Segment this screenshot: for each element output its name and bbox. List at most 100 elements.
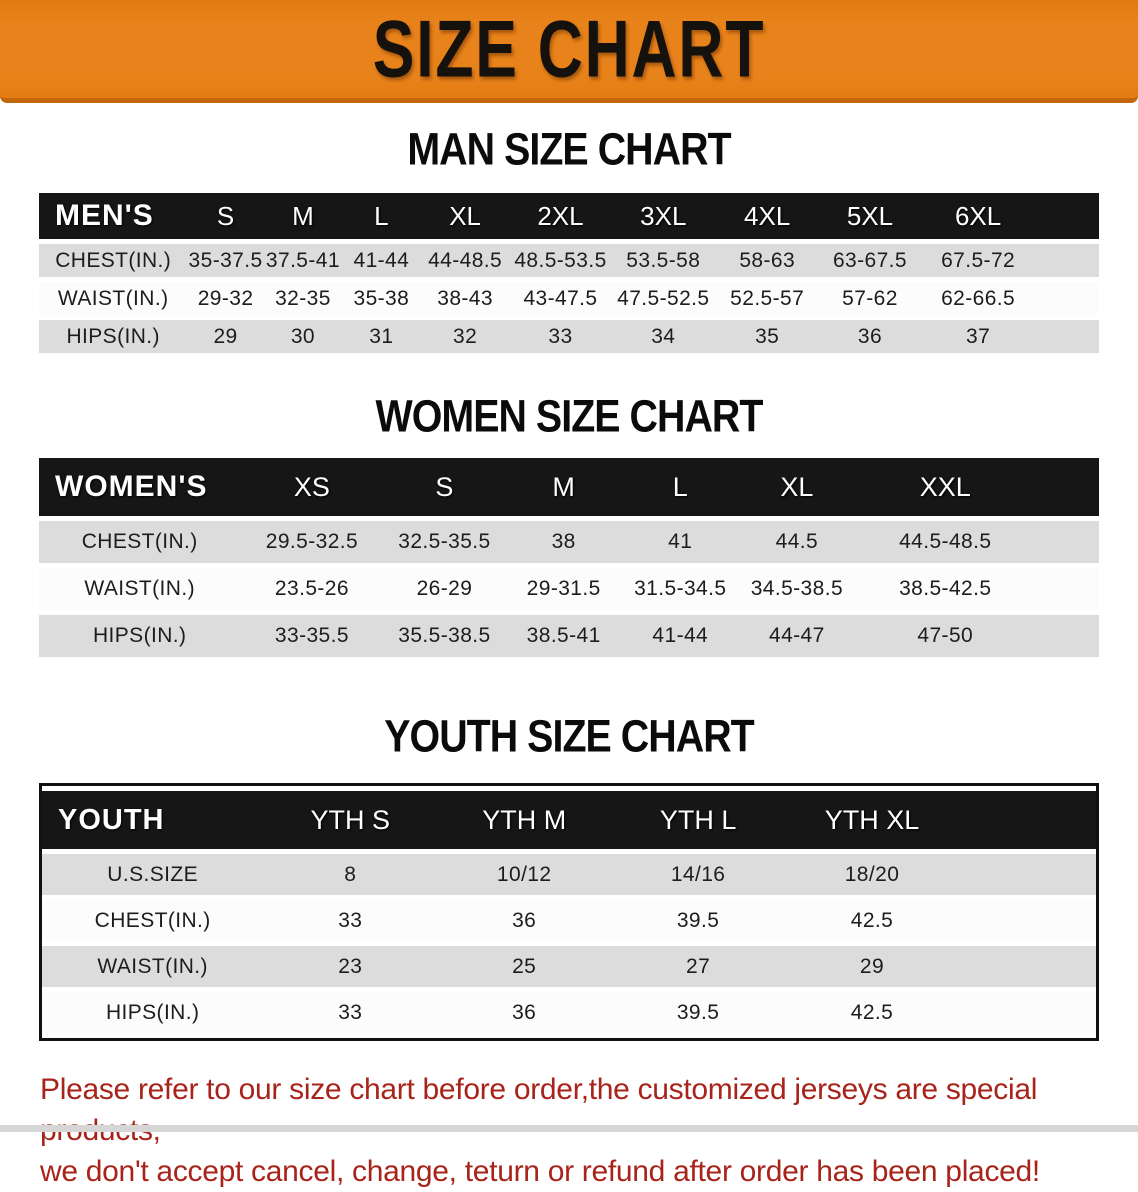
measurement-value-cell: [958, 992, 1096, 1033]
measurement-value-cell: 18/20: [785, 854, 959, 895]
measurement-value-cell: [958, 946, 1096, 987]
size-header-cell: XS: [240, 458, 384, 516]
table-row: CHEST(IN.) 29.5-32.5 32.5-35.5 38 41 44.5 44.5…: [39, 521, 1099, 563]
measurement-value-cell: 35.5-38.5: [383, 615, 506, 657]
measurement-value-cell: 47-50: [855, 615, 1036, 657]
table-row: WAIST(IN.) 29-32 32-35 35-38 38-43 43-47.5 47.…: [39, 282, 1099, 315]
table-row: CHEST(IN.) 35-37.5 37.5-41 41-44 44-48.5 48.5…: [39, 244, 1099, 277]
measurement-value-cell: 35-37.5: [187, 244, 264, 277]
measurement-value-cell: 27: [611, 946, 786, 987]
measurement-value-cell: 62-66.5: [920, 282, 1036, 315]
size-header-cell: YTH XL: [785, 791, 959, 849]
size-header-cell: M: [505, 458, 622, 516]
measurement-value-cell: 32: [420, 320, 510, 353]
table-row: WAIST(IN.) 23 25 27 29: [42, 946, 1096, 987]
table-title-cell: WOMEN'S: [39, 458, 241, 516]
measurement-value-cell: [1035, 244, 1099, 277]
size-header-cell: 5XL: [819, 193, 921, 239]
measurement-value-cell: 67.5-72: [920, 244, 1036, 277]
measurement-value-cell: 35: [715, 320, 820, 353]
measurement-value-cell: 44-47: [738, 615, 856, 657]
measurement-value-cell: 57-62: [819, 282, 921, 315]
measurement-value-cell: 34: [611, 320, 716, 353]
size-header-cell: YTH M: [437, 791, 612, 849]
measurement-value-cell: 35-38: [342, 282, 421, 315]
measurement-value-cell: 36: [437, 992, 612, 1033]
bottom-edge-divider: [0, 1125, 1138, 1132]
size-header-cell: 6XL: [920, 193, 1036, 239]
measurement-label-cell: WAIST(IN.): [39, 282, 188, 315]
measurement-value-cell: 48.5-53.5: [509, 244, 612, 277]
measurement-value-cell: 29.5-32.5: [240, 521, 384, 563]
table-header-row: YOUTH YTH S YTH M YTH L YTH XL: [42, 791, 1096, 849]
measurement-value-cell: 38: [505, 521, 622, 563]
table-row: CHEST(IN.) 33 36 39.5 42.5: [42, 900, 1096, 941]
measurement-value-cell: 41-44: [621, 615, 739, 657]
women-size-table: WOMEN'S XS S M L XL XXL CHEST(IN.) 29.5-32.5 32.5…: [39, 453, 1099, 662]
measurement-value-cell: 32-35: [263, 282, 343, 315]
measurement-value-cell: [1035, 615, 1099, 657]
measurement-value-cell: 44-48.5: [420, 244, 510, 277]
measurement-value-cell: [958, 900, 1096, 941]
man-size-chart-heading: MAN SIZE CHART: [407, 123, 731, 175]
measurement-value-cell: 42.5: [785, 900, 959, 941]
measurement-value-cell: [1035, 521, 1099, 563]
table-row: HIPS(IN.) 29 30 31 32 33 34 35 36 37: [39, 320, 1099, 353]
measurement-value-cell: 47.5-52.5: [611, 282, 716, 315]
table-header-row: MEN'S S M L XL 2XL 3XL 4XL 5XL 6XL: [39, 193, 1099, 239]
measurement-value-cell: 23: [263, 946, 438, 987]
disclaimer-line-2: we don't accept cancel, change, teturn o…: [40, 1155, 1040, 1188]
measurement-label-cell: WAIST(IN.): [42, 946, 264, 987]
measurement-value-cell: [1035, 282, 1099, 315]
size-header-cell: XXL: [855, 458, 1036, 516]
measurement-label-cell: CHEST(IN.): [39, 521, 241, 563]
measurement-value-cell: 38.5-42.5: [855, 568, 1036, 610]
size-header-cell: M: [263, 193, 343, 239]
size-header-cell: YTH L: [611, 791, 786, 849]
size-header-cell: L: [621, 458, 739, 516]
measurement-label-cell: HIPS(IN.): [39, 320, 188, 353]
measurement-value-cell: 29-31.5: [505, 568, 622, 610]
measurement-value-cell: 26-29: [383, 568, 506, 610]
measurement-value-cell: [1035, 568, 1099, 610]
measurement-value-cell: 39.5: [611, 992, 786, 1033]
measurement-value-cell: 52.5-57: [715, 282, 820, 315]
measurement-value-cell: [1035, 320, 1099, 353]
measurement-value-cell: 31: [342, 320, 421, 353]
measurement-value-cell: 33: [509, 320, 612, 353]
men-size-table: MEN'S S M L XL 2XL 3XL 4XL 5XL 6XL CHEST(IN.) 35-37…: [39, 188, 1099, 358]
size-header-cell: [958, 791, 1096, 849]
measurement-label-cell: CHEST(IN.): [42, 900, 264, 941]
size-header-cell: S: [383, 458, 506, 516]
measurement-value-cell: [958, 854, 1096, 895]
size-chart-banner: SIZE CHART: [0, 0, 1138, 103]
measurement-value-cell: 37: [920, 320, 1036, 353]
measurement-label-cell: HIPS(IN.): [39, 615, 241, 657]
measurement-value-cell: 23.5-26: [240, 568, 384, 610]
measurement-value-cell: 38.5-41: [505, 615, 622, 657]
size-header-cell: [1035, 458, 1099, 516]
size-header-cell: 2XL: [509, 193, 612, 239]
measurement-value-cell: 33: [263, 900, 438, 941]
women-size-chart-heading: WOMEN SIZE CHART: [375, 390, 764, 442]
size-header-cell: XL: [420, 193, 510, 239]
measurement-value-cell: 29: [187, 320, 264, 353]
size-header-cell: [1035, 193, 1099, 239]
measurement-label-cell: WAIST(IN.): [39, 568, 241, 610]
table-title-cell: YOUTH: [42, 791, 264, 849]
measurement-value-cell: 58-63: [715, 244, 820, 277]
disclaimer-line-1: Please refer to our size chart before or…: [40, 1073, 1038, 1147]
measurement-value-cell: 36: [437, 900, 612, 941]
measurement-value-cell: 33-35.5: [240, 615, 384, 657]
measurement-value-cell: 33: [263, 992, 438, 1033]
measurement-value-cell: 31.5-34.5: [621, 568, 739, 610]
measurement-value-cell: 53.5-58: [611, 244, 716, 277]
measurement-value-cell: 44.5: [738, 521, 856, 563]
measurement-value-cell: 44.5-48.5: [855, 521, 1036, 563]
measurement-value-cell: 41-44: [342, 244, 421, 277]
size-header-cell: S: [187, 193, 264, 239]
measurement-label-cell: CHEST(IN.): [39, 244, 188, 277]
measurement-value-cell: 29-32: [187, 282, 264, 315]
measurement-value-cell: 38-43: [420, 282, 510, 315]
size-header-cell: 4XL: [715, 193, 820, 239]
